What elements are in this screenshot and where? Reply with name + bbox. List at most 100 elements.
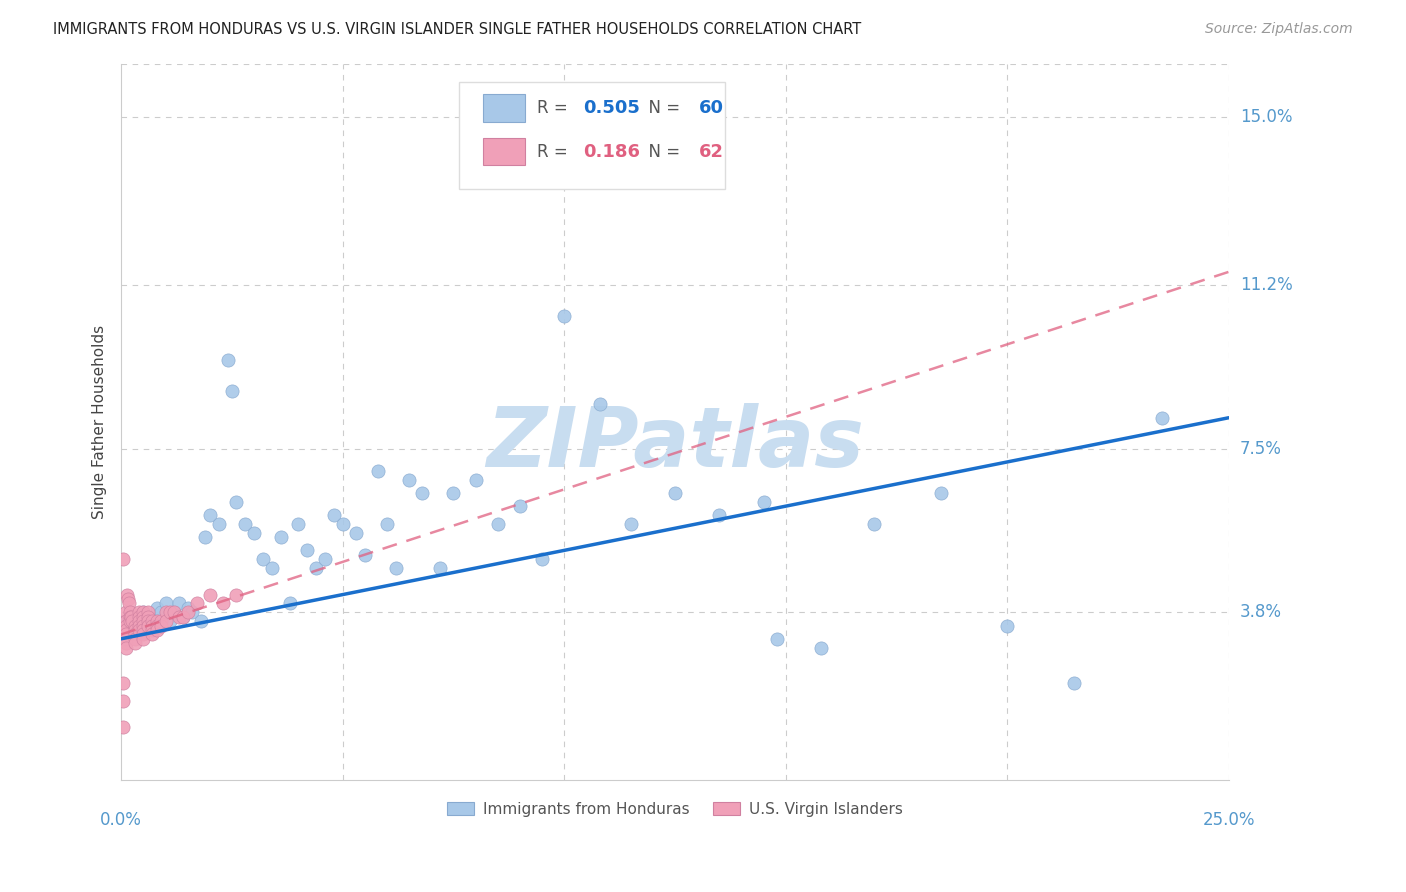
Point	[128, 614, 150, 628]
Point	[124, 636, 146, 650]
Point	[111, 676, 134, 690]
Point	[212, 596, 235, 610]
Point	[114, 605, 136, 619]
Point	[155, 605, 177, 619]
Point	[132, 632, 155, 646]
Point	[243, 525, 266, 540]
Text: 3.8%: 3.8%	[1240, 603, 1282, 621]
Point	[186, 596, 208, 610]
Point	[332, 516, 354, 531]
Point	[124, 627, 146, 641]
Point	[145, 600, 167, 615]
Point	[221, 384, 243, 399]
Point	[111, 694, 134, 708]
Point	[136, 618, 159, 632]
Point	[367, 464, 389, 478]
Point	[208, 516, 231, 531]
FancyBboxPatch shape	[458, 82, 725, 189]
Point	[132, 627, 155, 641]
Point	[120, 609, 142, 624]
Point	[752, 494, 775, 508]
Point	[145, 614, 167, 628]
Point	[287, 516, 309, 531]
Point	[167, 596, 190, 610]
Point	[344, 525, 367, 540]
Point	[132, 618, 155, 632]
Point	[172, 609, 194, 624]
Point	[260, 561, 283, 575]
Point	[132, 623, 155, 637]
Point	[225, 588, 247, 602]
Point	[141, 609, 163, 624]
Text: 0.186: 0.186	[583, 143, 640, 161]
Point	[278, 596, 301, 610]
Point	[198, 508, 221, 522]
Text: Source: ZipAtlas.com: Source: ZipAtlas.com	[1205, 22, 1353, 37]
Point	[141, 627, 163, 641]
Point	[128, 618, 150, 632]
Point	[150, 618, 173, 632]
Point	[443, 486, 465, 500]
Point	[141, 614, 163, 628]
Point	[620, 516, 643, 531]
Point	[159, 605, 181, 619]
Text: ZIPatlas: ZIPatlas	[486, 403, 863, 484]
Text: 60: 60	[699, 99, 724, 117]
Point	[194, 530, 217, 544]
Point	[270, 530, 292, 544]
Text: IMMIGRANTS FROM HONDURAS VS U.S. VIRGIN ISLANDER SINGLE FATHER HOUSEHOLDS CORREL: IMMIGRANTS FROM HONDURAS VS U.S. VIRGIN …	[53, 22, 862, 37]
Point	[136, 605, 159, 619]
Point	[163, 605, 186, 619]
Point	[128, 623, 150, 637]
Point	[112, 552, 135, 566]
Text: 25.0%: 25.0%	[1202, 811, 1256, 830]
Point	[252, 552, 274, 566]
Point	[120, 614, 142, 628]
Point	[588, 397, 610, 411]
Point	[124, 618, 146, 632]
Point	[398, 473, 420, 487]
Point	[531, 552, 554, 566]
Point	[464, 473, 486, 487]
Point	[114, 627, 136, 641]
Point	[181, 605, 204, 619]
Point	[163, 605, 186, 619]
Point	[115, 588, 138, 602]
Point	[114, 623, 136, 637]
Point	[141, 623, 163, 637]
Point	[136, 614, 159, 628]
Point	[155, 614, 177, 628]
Point	[120, 605, 142, 619]
Text: R =: R =	[537, 143, 572, 161]
Point	[150, 605, 173, 619]
Point	[159, 614, 181, 628]
Point	[150, 614, 173, 628]
Point	[709, 508, 731, 522]
Text: 62: 62	[699, 143, 724, 161]
Point	[112, 720, 135, 734]
Point	[114, 632, 136, 646]
Text: N =: N =	[638, 143, 686, 161]
Point	[322, 508, 344, 522]
FancyBboxPatch shape	[484, 138, 526, 166]
Point	[132, 605, 155, 619]
Point	[1063, 676, 1085, 690]
Point	[385, 561, 408, 575]
Point	[198, 588, 221, 602]
Point	[429, 561, 451, 575]
Point	[509, 499, 531, 513]
FancyBboxPatch shape	[484, 95, 526, 121]
Point	[128, 618, 150, 632]
Point	[155, 596, 177, 610]
Y-axis label: Single Father Households: Single Father Households	[93, 325, 107, 519]
Point	[124, 609, 146, 624]
Point	[114, 614, 136, 628]
Point	[1152, 410, 1174, 425]
Text: 15.0%: 15.0%	[1240, 108, 1292, 126]
Point	[190, 614, 212, 628]
Point	[863, 516, 886, 531]
Point	[114, 618, 136, 632]
Point	[145, 623, 167, 637]
Point	[305, 561, 328, 575]
Point	[486, 516, 509, 531]
